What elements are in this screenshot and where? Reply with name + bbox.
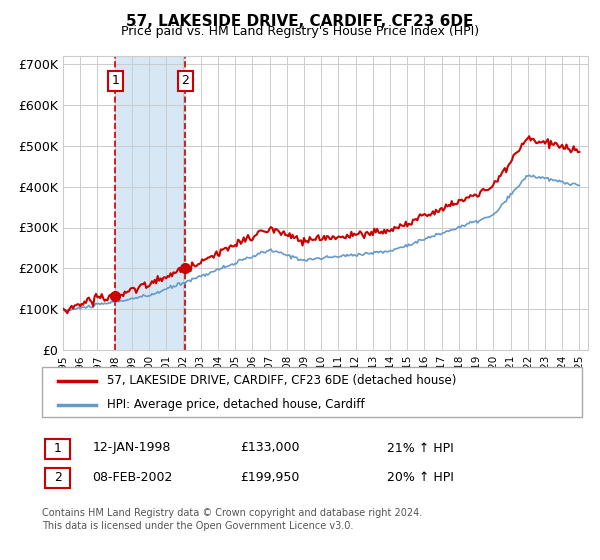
Text: 57, LAKESIDE DRIVE, CARDIFF, CF23 6DE (detached house): 57, LAKESIDE DRIVE, CARDIFF, CF23 6DE (d… (107, 375, 456, 388)
Text: £133,000: £133,000 (240, 441, 300, 455)
Text: 1: 1 (112, 74, 119, 87)
Text: 12-JAN-1998: 12-JAN-1998 (93, 441, 171, 455)
Text: 2: 2 (181, 74, 189, 87)
FancyBboxPatch shape (42, 367, 582, 417)
Text: 21% ↑ HPI: 21% ↑ HPI (386, 441, 454, 455)
Text: 1: 1 (53, 441, 62, 455)
Text: 2: 2 (53, 470, 62, 484)
Text: 57, LAKESIDE DRIVE, CARDIFF, CF23 6DE: 57, LAKESIDE DRIVE, CARDIFF, CF23 6DE (127, 14, 473, 29)
Text: This data is licensed under the Open Government Licence v3.0.: This data is licensed under the Open Gov… (42, 521, 353, 531)
Text: Price paid vs. HM Land Registry's House Price Index (HPI): Price paid vs. HM Land Registry's House … (121, 25, 479, 38)
Text: HPI: Average price, detached house, Cardiff: HPI: Average price, detached house, Card… (107, 398, 364, 411)
Text: Contains HM Land Registry data © Crown copyright and database right 2024.: Contains HM Land Registry data © Crown c… (42, 508, 422, 519)
Bar (115, 56, 185, 350)
Text: 20% ↑ HPI: 20% ↑ HPI (386, 470, 454, 484)
Text: 08-FEB-2002: 08-FEB-2002 (92, 470, 172, 484)
Text: £199,950: £199,950 (241, 470, 299, 484)
